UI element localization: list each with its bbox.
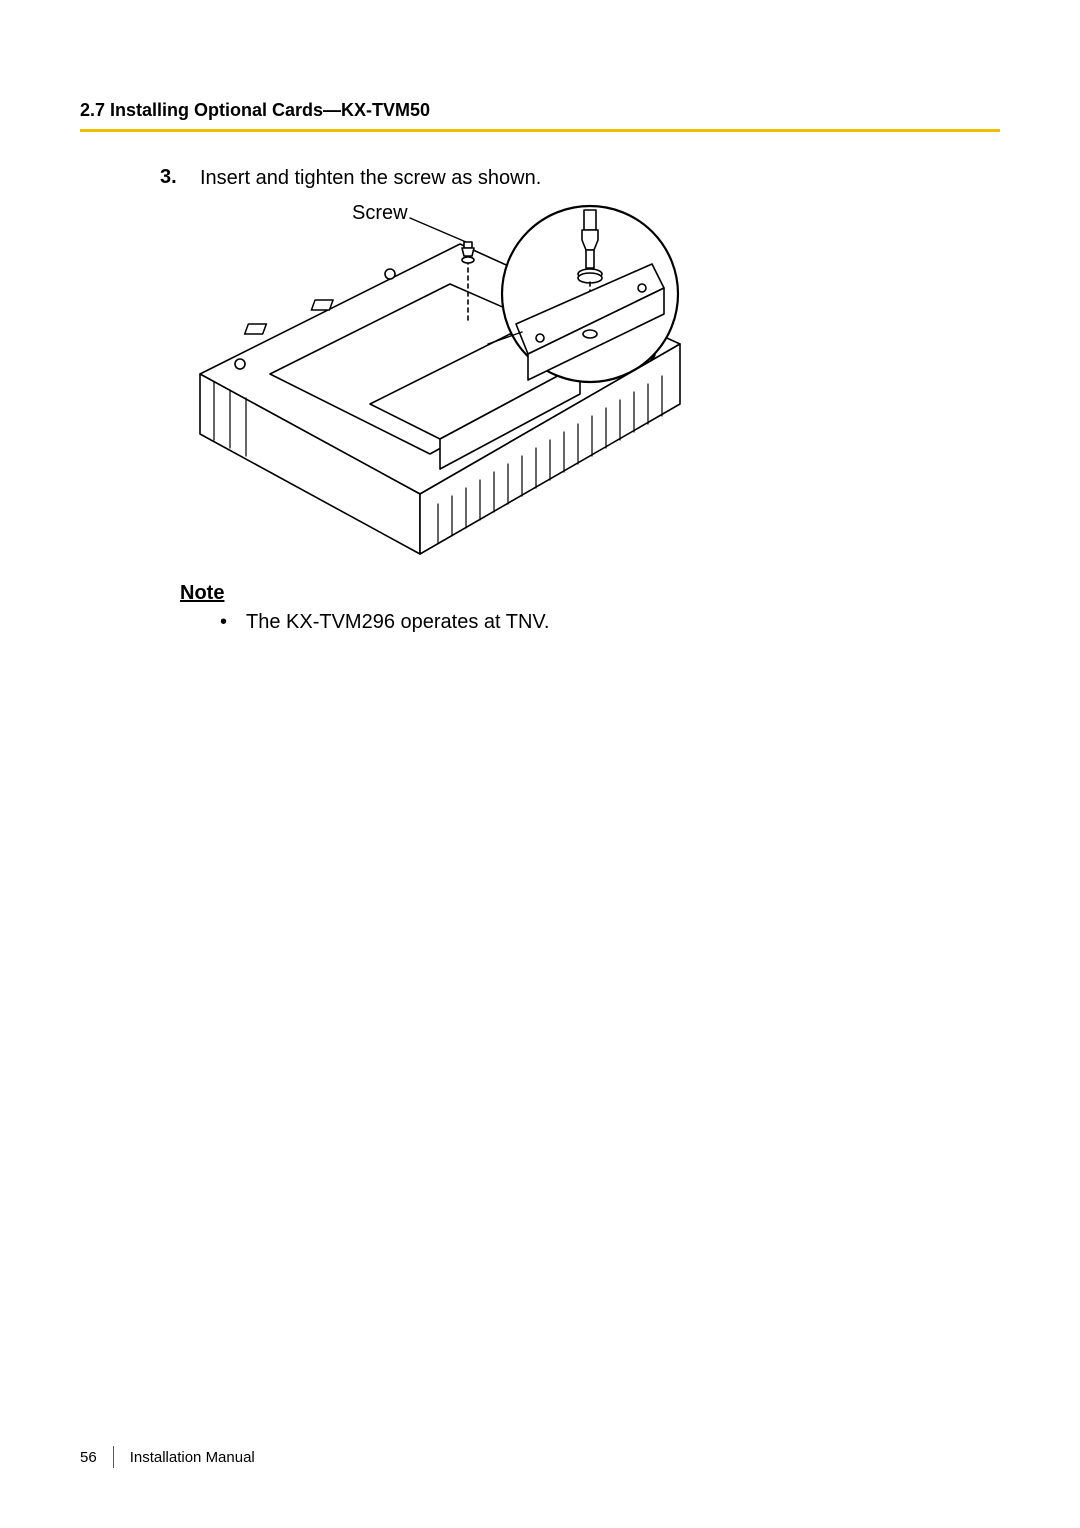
figure-illustration: [180, 204, 700, 559]
page-number: 56: [80, 1449, 113, 1466]
page: 2.7 Installing Optional Cards—KX-TVM50 3…: [0, 0, 1080, 1528]
footer-divider: [113, 1446, 114, 1468]
page-footer: 56 Installation Manual: [80, 1446, 255, 1468]
figure: Screw: [180, 204, 1000, 564]
instruction-step: 3. Insert and tighten the screw as shown…: [160, 166, 1000, 190]
step-number: 3.: [160, 166, 200, 190]
section-rule: [80, 129, 1000, 132]
doc-title: Installation Manual: [130, 1449, 255, 1466]
note-item: The KX-TVM296 operates at TNV.: [220, 611, 1000, 634]
note-block: Note The KX-TVM296 operates at TNV.: [180, 582, 1000, 634]
note-list: The KX-TVM296 operates at TNV.: [180, 611, 1000, 634]
note-heading: Note: [180, 582, 1000, 605]
step-text: Insert and tighten the screw as shown.: [200, 166, 541, 190]
section-title: 2.7 Installing Optional Cards—KX-TVM50: [80, 100, 1000, 121]
figure-callout-label: Screw: [352, 202, 408, 225]
